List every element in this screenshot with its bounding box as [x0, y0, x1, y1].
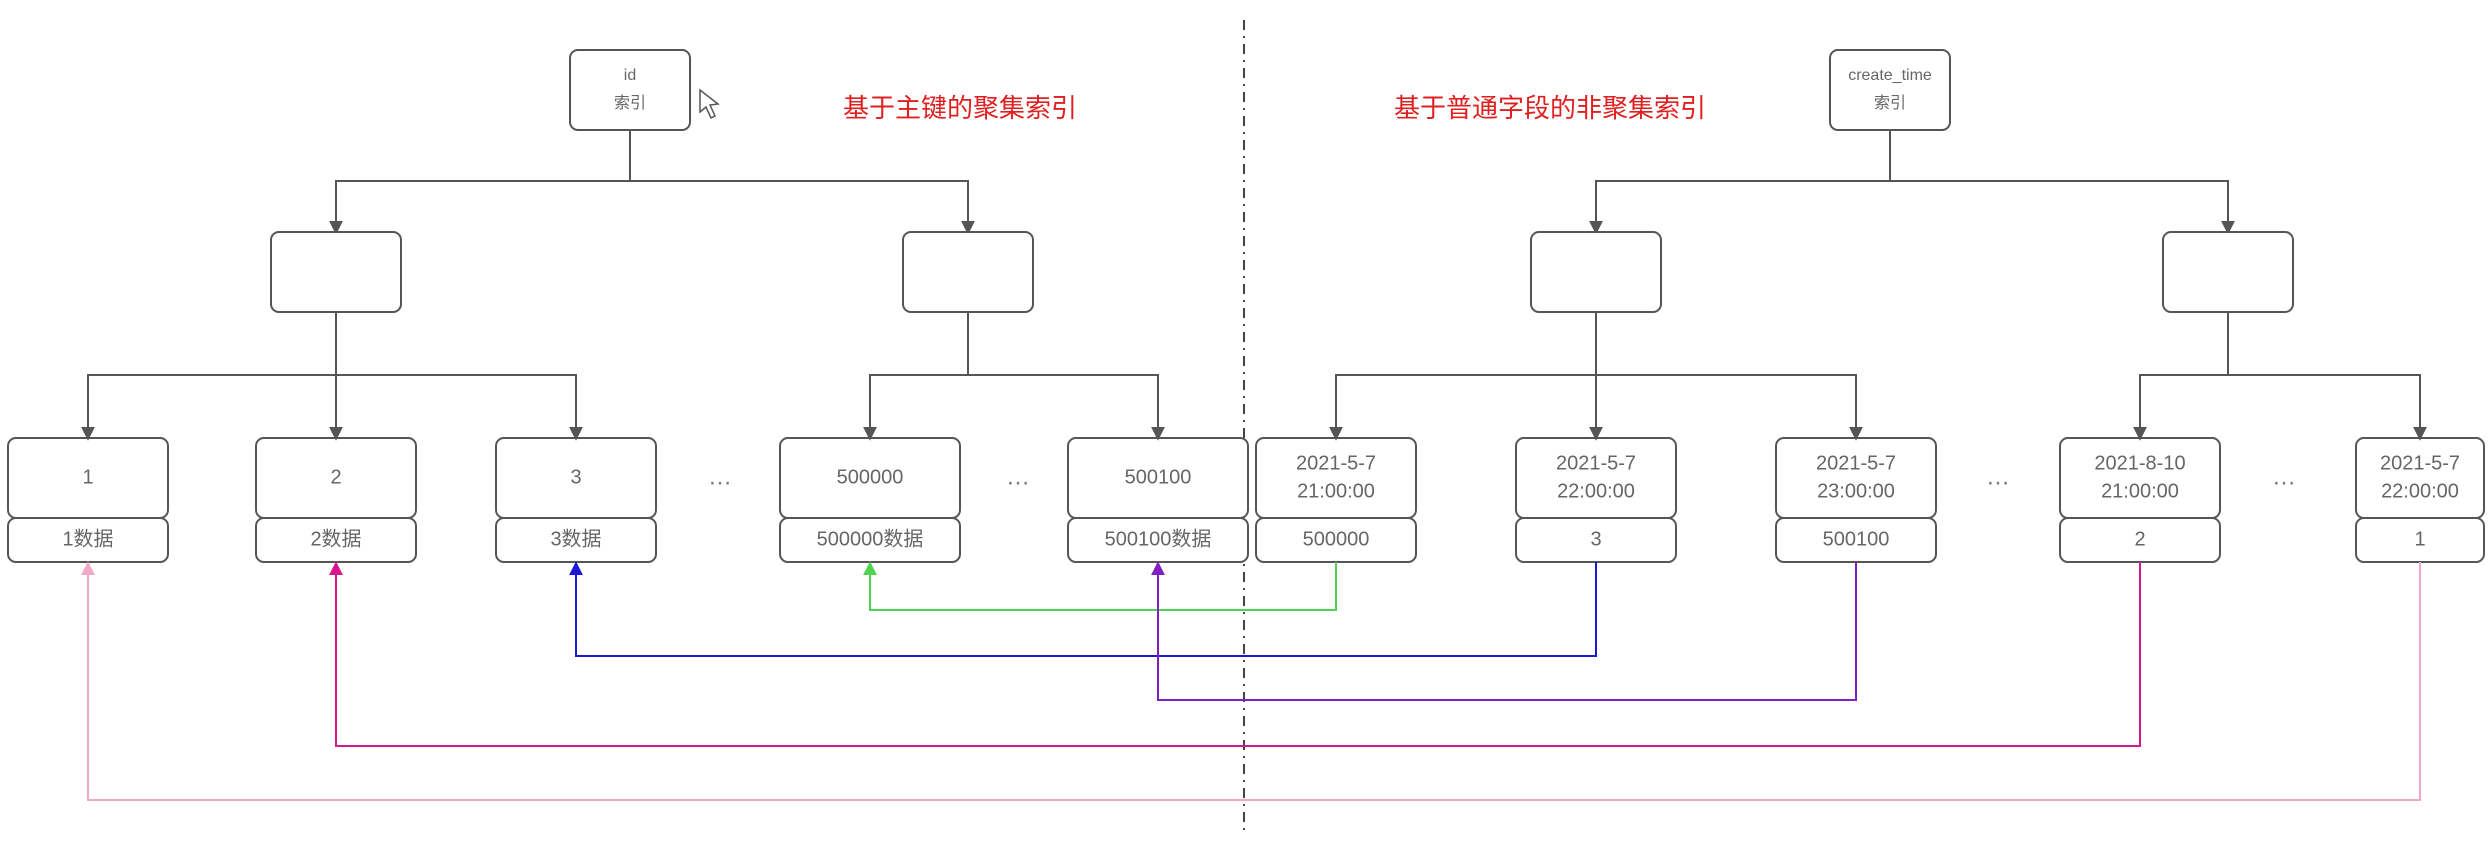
caption-right: 基于普通字段的非聚集索引 — [1394, 93, 1706, 123]
svg-text:500000: 500000 — [1303, 528, 1370, 550]
tree-edge — [968, 312, 1158, 438]
svg-text:500000: 500000 — [837, 466, 904, 488]
svg-text:2021-5-7: 2021-5-7 — [1556, 452, 1636, 474]
branch-left-1 — [903, 232, 1033, 312]
svg-text:2021-8-10: 2021-8-10 — [2094, 452, 2185, 474]
tree-edge — [870, 312, 968, 438]
tree-edge — [88, 312, 336, 438]
svg-text:21:00:00: 21:00:00 — [1297, 480, 1375, 502]
cross-link-4 — [88, 562, 2420, 800]
branch-right-0 — [1531, 232, 1661, 312]
root-right — [1830, 50, 1950, 130]
cross-link-0 — [870, 562, 1336, 610]
svg-text:create_time: create_time — [1848, 67, 1932, 84]
svg-text:…: … — [708, 463, 732, 490]
leaf-top-right-0 — [1256, 438, 1416, 518]
svg-text:2: 2 — [2134, 528, 2145, 550]
root-left — [570, 50, 690, 130]
tree-edge — [336, 130, 630, 232]
svg-text:…: … — [2272, 463, 2296, 490]
tree-edge — [2140, 312, 2228, 438]
tree-edge — [1336, 312, 1596, 438]
svg-text:500100: 500100 — [1125, 466, 1192, 488]
diagram-stage: 基于主键的聚集索引 基于普通字段的非聚集索引 id 索引 create_time 索引 1 1… — [0, 0, 2488, 846]
cursor-icon — [700, 90, 718, 118]
cross-link-2 — [1158, 562, 1856, 700]
svg-text:1: 1 — [82, 466, 93, 488]
svg-text:22:00:00: 22:00:00 — [1557, 480, 1635, 502]
svg-text:2021-5-7: 2021-5-7 — [2380, 452, 2460, 474]
svg-text:3: 3 — [570, 466, 581, 488]
leaf-top-right-2 — [1776, 438, 1936, 518]
svg-text:23:00:00: 23:00:00 — [1817, 480, 1895, 502]
svg-text:2数据: 2数据 — [310, 527, 361, 550]
branch-left-0 — [271, 232, 401, 312]
svg-text:2021-5-7: 2021-5-7 — [1816, 452, 1896, 474]
svg-text:3: 3 — [1590, 528, 1601, 550]
svg-text:500000数据: 500000数据 — [817, 527, 924, 550]
svg-text:id: id — [624, 67, 636, 84]
svg-text:索引: 索引 — [614, 94, 646, 112]
svg-text:…: … — [1986, 463, 2010, 490]
svg-text:500100: 500100 — [1823, 528, 1890, 550]
caption-left: 基于主键的聚集索引 — [843, 93, 1077, 123]
tree-edge — [1890, 130, 2228, 232]
svg-text:1: 1 — [2414, 528, 2425, 550]
svg-text:1数据: 1数据 — [62, 527, 113, 550]
tree-edge — [2228, 312, 2420, 438]
svg-text:索引: 索引 — [1874, 94, 1906, 112]
svg-text:2021-5-7: 2021-5-7 — [1296, 452, 1376, 474]
svg-text:22:00:00: 22:00:00 — [2381, 480, 2459, 502]
svg-text:500100数据: 500100数据 — [1105, 527, 1212, 550]
leaf-top-right-4 — [2356, 438, 2484, 518]
svg-text:3数据: 3数据 — [550, 527, 601, 550]
leaf-top-right-1 — [1516, 438, 1676, 518]
tree-edge — [1596, 312, 1856, 438]
svg-text:…: … — [1006, 463, 1030, 490]
cross-link-3 — [336, 562, 2140, 746]
svg-text:21:00:00: 21:00:00 — [2101, 480, 2179, 502]
tree-edge — [1596, 130, 1890, 232]
tree-edge — [336, 312, 576, 438]
svg-text:2: 2 — [330, 466, 341, 488]
tree-edge — [630, 130, 968, 232]
branch-right-1 — [2163, 232, 2293, 312]
leaf-top-right-3 — [2060, 438, 2220, 518]
